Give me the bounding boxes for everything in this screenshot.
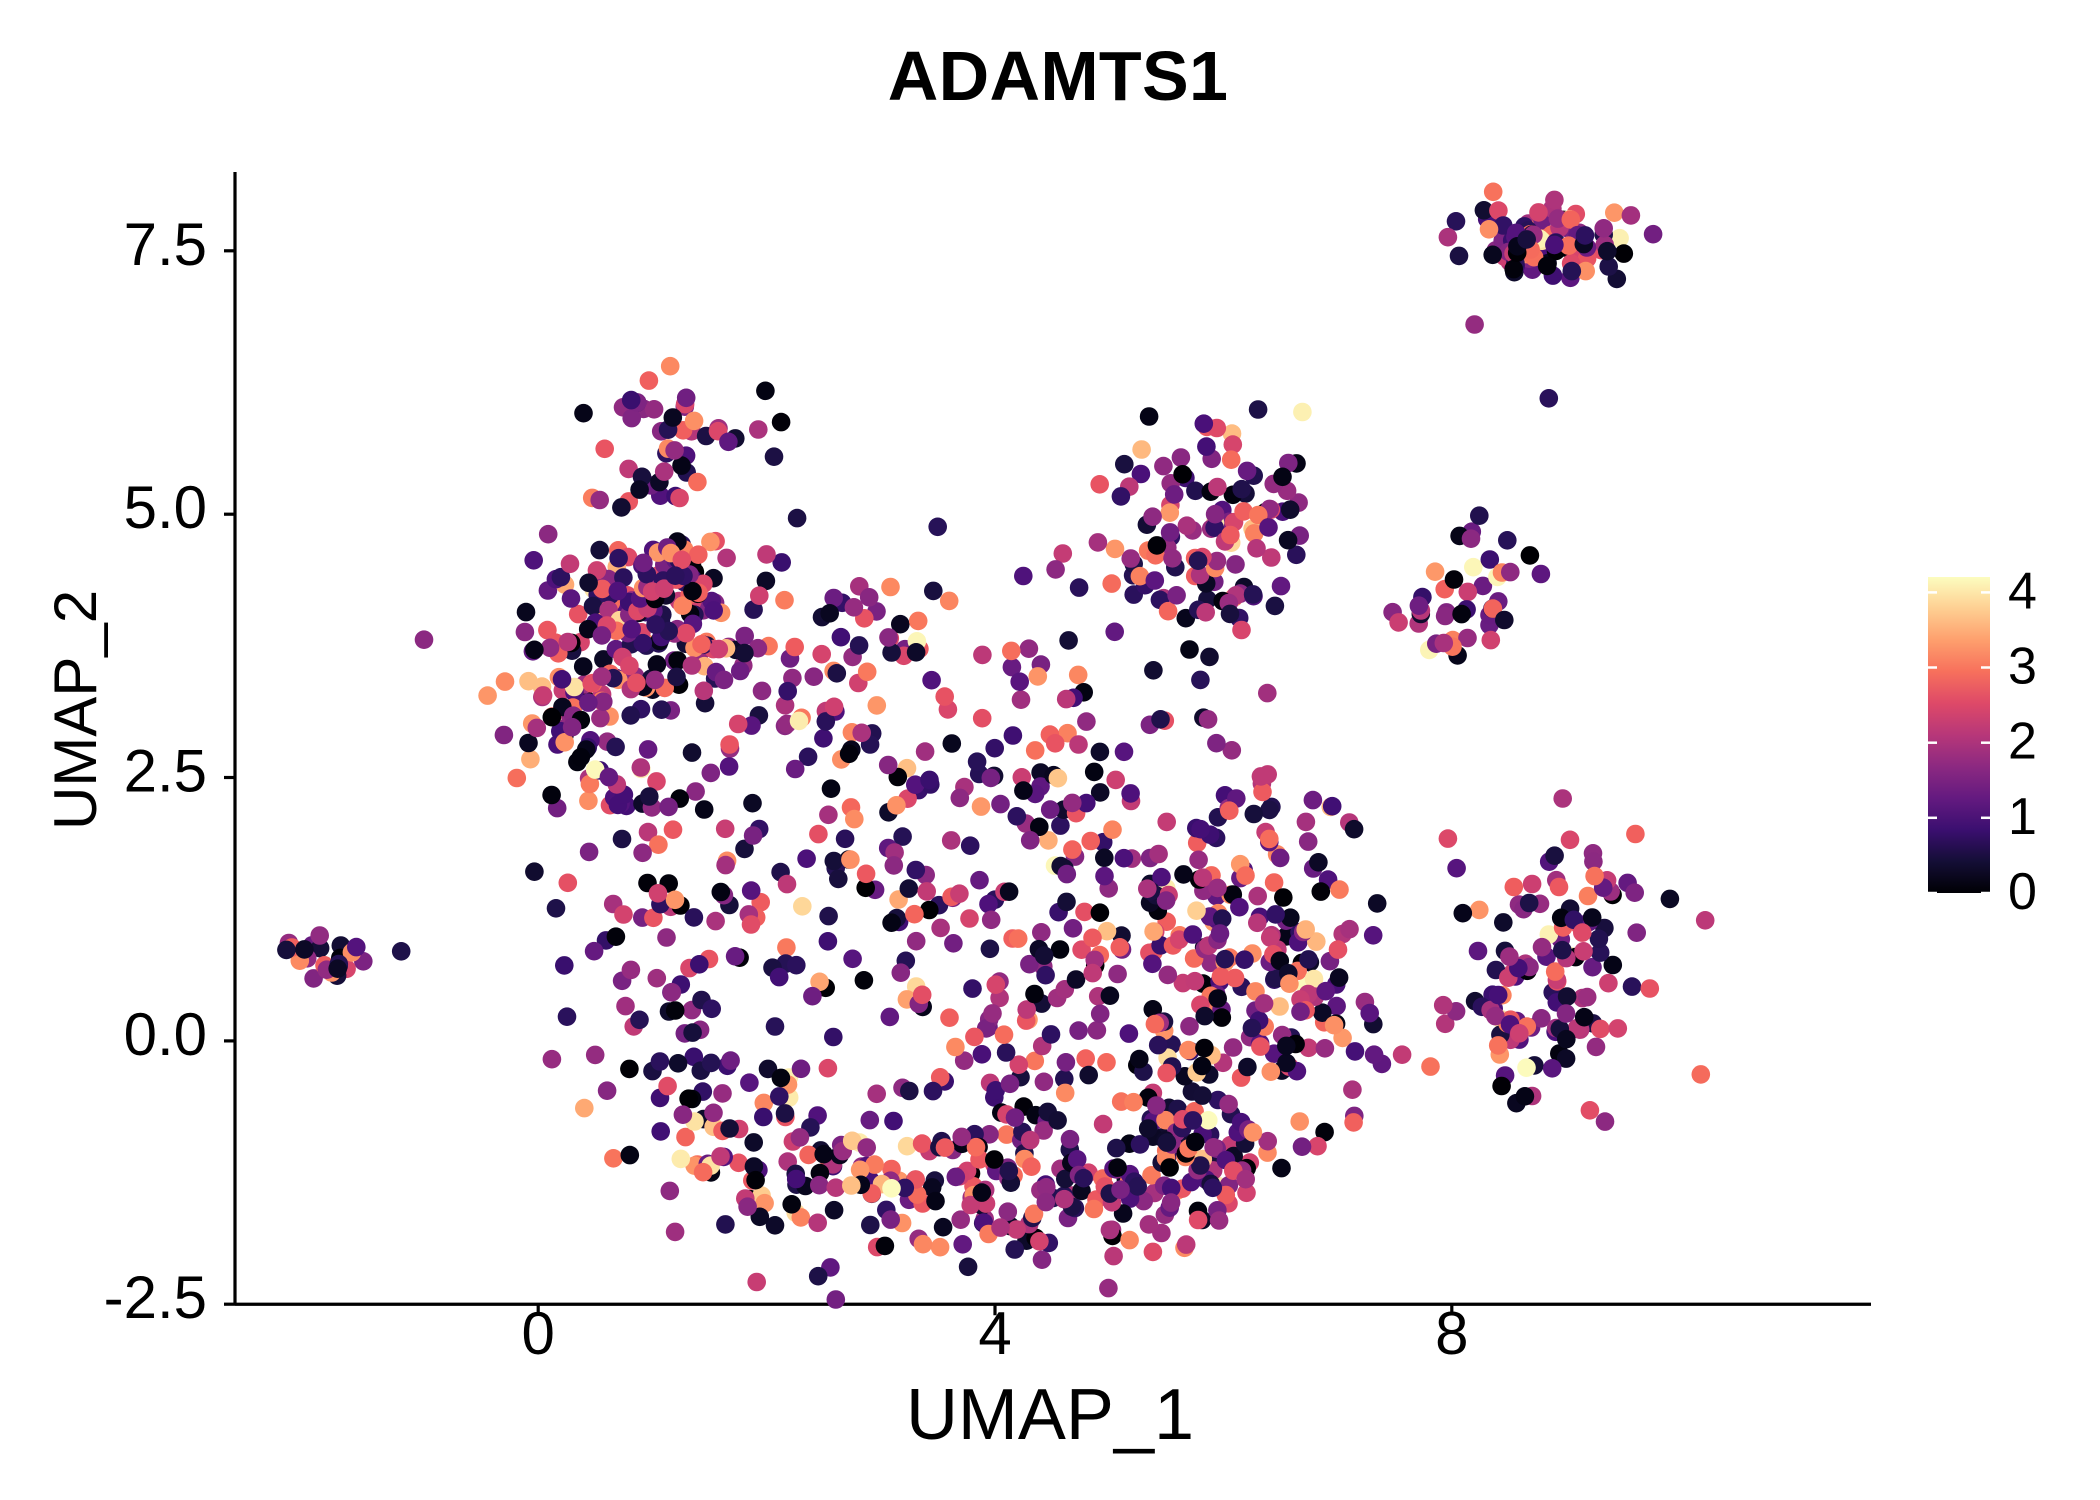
svg-text:0.0: 0.0 xyxy=(124,1001,207,1068)
svg-text:3: 3 xyxy=(2008,638,2037,696)
svg-text:5.0: 5.0 xyxy=(124,474,207,541)
svg-text:0: 0 xyxy=(522,1300,555,1367)
svg-text:7.5: 7.5 xyxy=(124,211,207,278)
svg-text:8: 8 xyxy=(1435,1300,1468,1367)
svg-text:-2.5: -2.5 xyxy=(104,1264,207,1331)
svg-text:2: 2 xyxy=(2008,713,2037,771)
svg-text:4: 4 xyxy=(2008,562,2037,620)
svg-text:1: 1 xyxy=(2008,788,2037,846)
svg-text:0: 0 xyxy=(2008,863,2037,921)
svg-text:4: 4 xyxy=(978,1300,1011,1367)
svg-text:2.5: 2.5 xyxy=(124,738,207,805)
